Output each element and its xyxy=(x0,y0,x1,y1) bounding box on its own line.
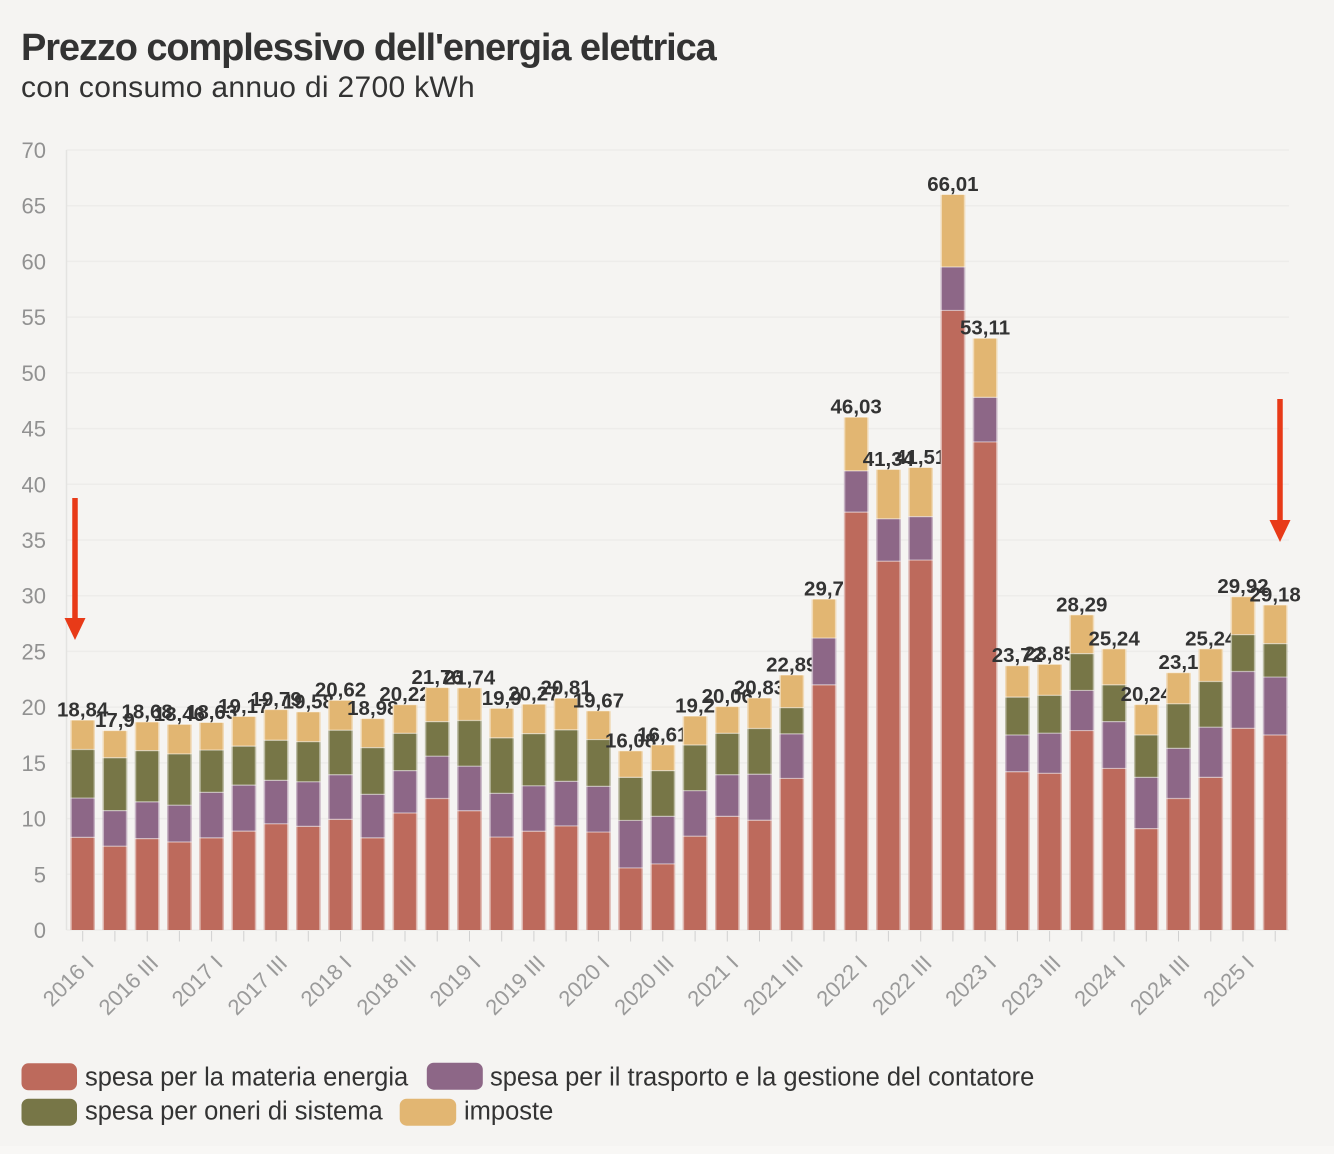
svg-text:70: 70 xyxy=(22,138,46,163)
svg-text:20,06: 20,06 xyxy=(702,685,753,708)
svg-text:25,24: 25,24 xyxy=(1185,627,1237,650)
svg-text:20,22: 20,22 xyxy=(379,683,430,706)
svg-text:21,74: 21,74 xyxy=(444,666,496,689)
svg-text:20,62: 20,62 xyxy=(315,679,366,702)
svg-text:28,29: 28,29 xyxy=(1056,593,1107,616)
svg-text:29,7: 29,7 xyxy=(804,578,844,601)
svg-text:40: 40 xyxy=(22,472,46,497)
svg-text:19,2: 19,2 xyxy=(675,695,715,718)
svg-text:5: 5 xyxy=(34,862,46,887)
svg-text:20,24: 20,24 xyxy=(1121,683,1173,706)
svg-text:19,58: 19,58 xyxy=(283,690,334,713)
svg-text:16,61: 16,61 xyxy=(637,723,688,746)
svg-text:20,27: 20,27 xyxy=(508,683,559,706)
svg-text:23,85: 23,85 xyxy=(1024,643,1075,666)
svg-text:spesa per oneri di sistema: spesa per oneri di sistema xyxy=(85,1098,383,1126)
svg-text:65: 65 xyxy=(22,194,46,219)
svg-text:con consumo annuo di 2700 kWh: con consumo annuo di 2700 kWh xyxy=(21,71,475,104)
svg-text:23,1: 23,1 xyxy=(1159,651,1199,674)
svg-text:Prezzo complessivo dell'energi: Prezzo complessivo dell'energia elettric… xyxy=(21,27,718,69)
svg-text:21,76: 21,76 xyxy=(412,666,463,689)
svg-text:41,34: 41,34 xyxy=(863,448,915,471)
svg-text:18,46: 18,46 xyxy=(154,703,205,726)
svg-text:19,9: 19,9 xyxy=(482,687,522,710)
svg-text:60: 60 xyxy=(22,249,46,274)
svg-text:41,51: 41,51 xyxy=(895,446,946,469)
svg-text:0: 0 xyxy=(34,918,46,943)
svg-text:10: 10 xyxy=(22,807,46,832)
svg-text:25,24: 25,24 xyxy=(1088,627,1140,650)
svg-text:spesa per il trasporto e la ge: spesa per il trasporto e la gestione del… xyxy=(490,1064,1034,1092)
svg-text:15: 15 xyxy=(22,751,46,776)
svg-text:18,63: 18,63 xyxy=(186,701,237,724)
svg-text:19,67: 19,67 xyxy=(573,689,624,712)
svg-text:imposte: imposte xyxy=(464,1098,553,1126)
svg-text:46,03: 46,03 xyxy=(831,396,882,419)
svg-text:16,08: 16,08 xyxy=(605,729,656,752)
svg-text:55: 55 xyxy=(22,305,46,330)
svg-text:19,79: 19,79 xyxy=(250,688,301,711)
svg-text:18,68: 18,68 xyxy=(122,700,173,723)
svg-text:35: 35 xyxy=(22,528,46,553)
svg-text:18,84: 18,84 xyxy=(57,699,109,722)
svg-text:53,11: 53,11 xyxy=(960,317,1010,340)
svg-text:25: 25 xyxy=(22,639,46,664)
svg-text:45: 45 xyxy=(22,417,46,442)
svg-text:29,92: 29,92 xyxy=(1217,575,1268,598)
svg-text:66,01: 66,01 xyxy=(927,173,978,196)
svg-text:17,9: 17,9 xyxy=(95,709,135,732)
svg-text:spesa per la materia energia: spesa per la materia energia xyxy=(85,1064,409,1092)
svg-text:20,83: 20,83 xyxy=(734,676,785,699)
svg-text:23,72: 23,72 xyxy=(992,644,1043,667)
svg-text:30: 30 xyxy=(22,584,46,609)
svg-text:22,89: 22,89 xyxy=(766,653,817,676)
svg-text:20,81: 20,81 xyxy=(540,677,591,700)
svg-text:29,18: 29,18 xyxy=(1250,583,1301,606)
svg-text:19,17: 19,17 xyxy=(218,695,269,718)
svg-text:50: 50 xyxy=(22,361,46,386)
svg-text:20: 20 xyxy=(22,695,46,720)
svg-text:18,98: 18,98 xyxy=(347,697,398,720)
